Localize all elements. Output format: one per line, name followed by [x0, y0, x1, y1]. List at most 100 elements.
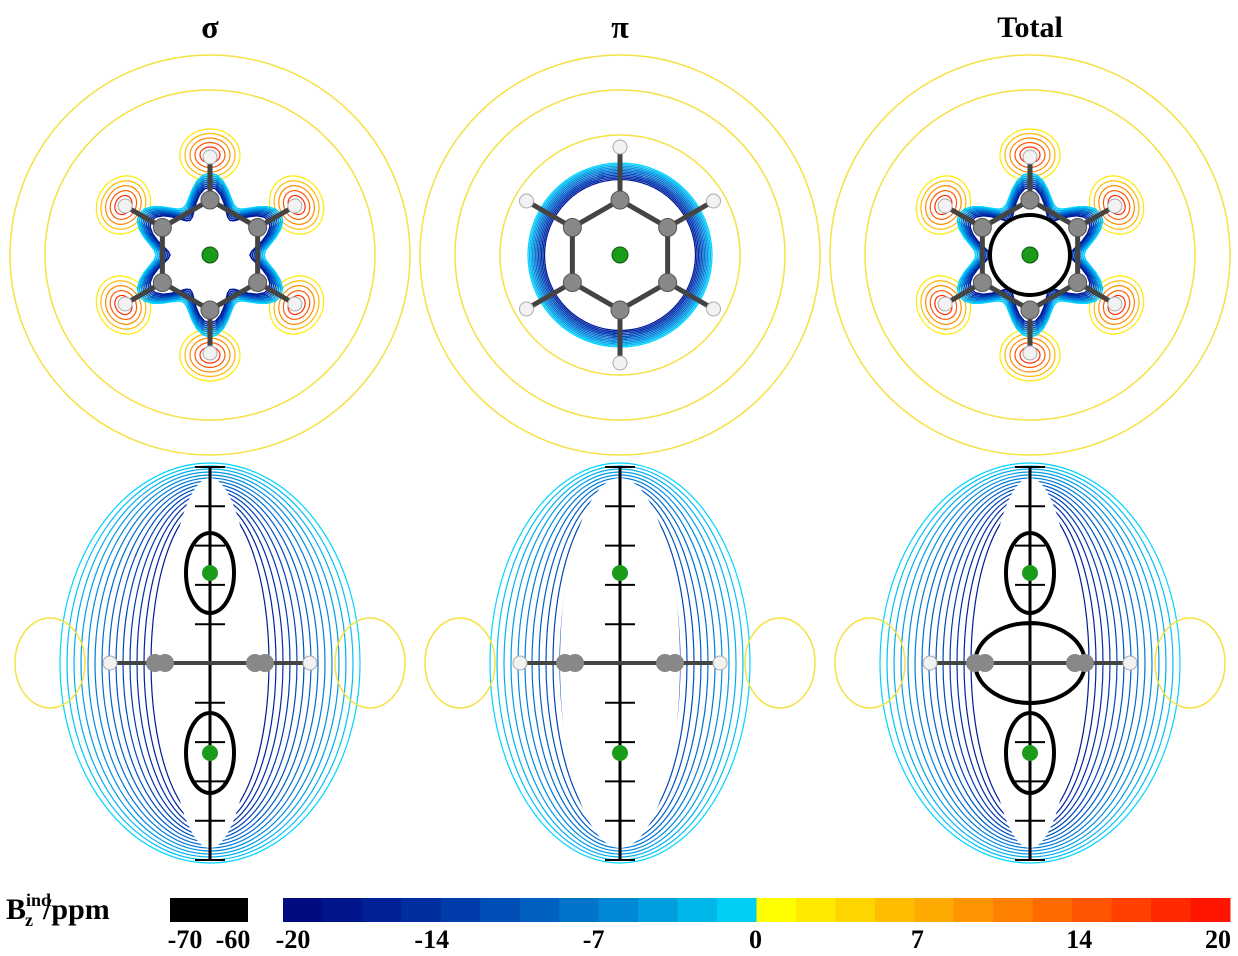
colorbar-segment	[954, 898, 994, 922]
carbon-atom	[1021, 301, 1039, 319]
colorbar-segment	[559, 898, 599, 922]
colorbar-segment	[914, 898, 954, 922]
colorbar-segment	[401, 898, 441, 922]
colorbar-segment	[599, 898, 639, 922]
colorbar-tick-label: 0	[749, 925, 762, 954]
hydrogen-atom	[938, 199, 952, 213]
colorbar-segment	[1191, 898, 1231, 922]
center-atom	[1022, 745, 1038, 761]
panel-title: Total	[997, 11, 1063, 44]
colorbar-segment	[322, 898, 362, 922]
label-symbol: B	[6, 893, 26, 926]
hydrogen-atom	[613, 140, 627, 154]
hydrogen-atom	[288, 199, 302, 213]
colorbar-tick-label: 14	[1066, 925, 1092, 954]
carbon-atom	[256, 654, 274, 672]
colorbar-segment	[993, 898, 1033, 922]
colorbar-tick-label: -20	[276, 925, 311, 954]
hydrogen-atom	[613, 356, 627, 370]
colorbar-segment	[757, 898, 797, 922]
colorbar-segment	[678, 898, 718, 922]
hydrogen-atom	[1108, 199, 1122, 213]
carbon-atom	[563, 274, 581, 292]
colorbar-segment	[796, 898, 836, 922]
colorbar-segment	[1072, 898, 1112, 922]
hydrogen-atom	[707, 194, 721, 208]
colorbar-segment	[441, 898, 481, 922]
figure: σ π Total Bindz/ppm -70-60-20-14-7071420	[0, 0, 1238, 956]
colorbar-segment	[1151, 898, 1191, 922]
hydrogen-atom	[519, 302, 533, 316]
panel-title: σ	[201, 8, 219, 44]
colorbar-segment	[638, 898, 678, 922]
hydrogen-atom	[288, 297, 302, 311]
center-atom	[202, 565, 218, 581]
panel-title: π	[611, 8, 629, 44]
center-atom	[1022, 247, 1038, 263]
colorbar-tick-label: -7	[583, 925, 605, 954]
hydrogen-atom	[303, 656, 317, 670]
colorbar-segment	[520, 898, 560, 922]
hydrogen-atom	[1108, 297, 1122, 311]
colorbar-tick-label: -14	[414, 925, 449, 954]
carbon-atom	[249, 219, 267, 237]
colorbar-segment	[717, 898, 757, 922]
carbon-atom	[659, 274, 677, 292]
carbon-atom	[1069, 274, 1087, 292]
carbon-atom	[1076, 654, 1094, 672]
center-atom	[1022, 565, 1038, 581]
hydrogen-atom	[707, 302, 721, 316]
colorbar-tick-label: -70	[168, 925, 203, 954]
hydrogen-atom	[1023, 150, 1037, 164]
carbon-atom	[566, 654, 584, 672]
center-atom	[202, 247, 218, 263]
colorbar-segment	[835, 898, 875, 922]
carbon-atom	[666, 654, 684, 672]
carbon-atom	[611, 301, 629, 319]
hydrogen-atom	[513, 656, 527, 670]
colorbar-segment	[283, 898, 323, 922]
carbon-atom	[201, 191, 219, 209]
carbon-atom	[973, 219, 991, 237]
colorbar-tick-label: 7	[911, 925, 924, 954]
carbon-atom	[976, 654, 994, 672]
hydrogen-atom	[713, 656, 727, 670]
carbon-atom	[156, 654, 174, 672]
colorbar-segment	[875, 898, 915, 922]
carbon-atom	[249, 274, 267, 292]
colorbar-segment	[1033, 898, 1073, 922]
panels	[10, 55, 1230, 863]
carbon-atom	[1021, 191, 1039, 209]
colorbar-segment	[480, 898, 520, 922]
contour	[745, 618, 815, 708]
hydrogen-atom	[938, 297, 952, 311]
carbon-atom	[563, 219, 581, 237]
hydrogen-atom	[1023, 346, 1037, 360]
colorbar-segment	[362, 898, 402, 922]
carbon-atom	[973, 274, 991, 292]
contour	[425, 618, 495, 708]
hydrogen-atom	[203, 150, 217, 164]
label-subscript: z	[25, 910, 33, 930]
colorbar-tick-label: -60	[216, 925, 251, 954]
carbon-atom	[659, 219, 677, 237]
colorbar-tick-label: 20	[1205, 925, 1231, 954]
carbon-atom	[611, 191, 629, 209]
hydrogen-atom	[203, 346, 217, 360]
colorbar-segment	[1112, 898, 1152, 922]
carbon-atom	[153, 274, 171, 292]
label-unit: /ppm	[42, 893, 110, 926]
center-atom	[612, 247, 628, 263]
center-atom	[612, 745, 628, 761]
center-atom	[612, 565, 628, 581]
center-atom	[202, 745, 218, 761]
hydrogen-atom	[1123, 656, 1137, 670]
carbon-atom	[153, 219, 171, 237]
hydrogen-atom	[118, 297, 132, 311]
hydrogen-atom	[103, 656, 117, 670]
colorbar-label: Bindz/ppm	[6, 890, 110, 930]
hydrogen-atom	[519, 194, 533, 208]
carbon-atom	[201, 301, 219, 319]
carbon-atom	[1069, 219, 1087, 237]
hydrogen-atom	[118, 199, 132, 213]
